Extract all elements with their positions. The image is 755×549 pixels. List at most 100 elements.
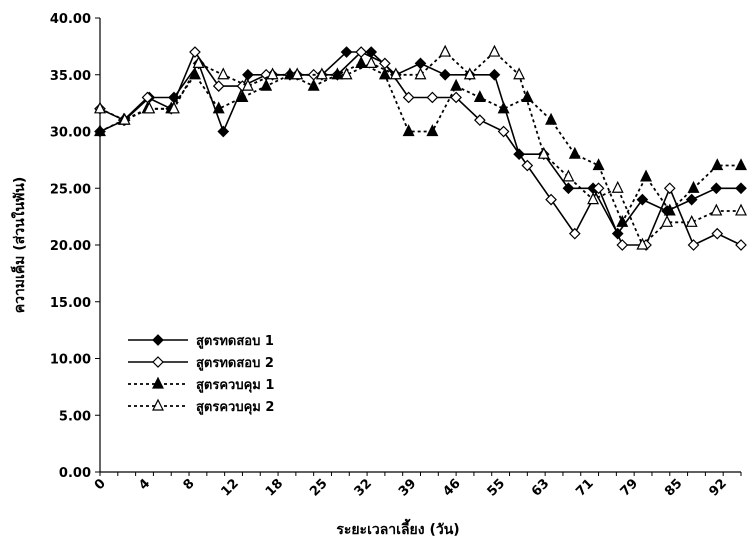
series-3-point [450, 78, 463, 91]
series-4-point [513, 67, 526, 80]
series-3-point [521, 90, 534, 103]
series-4-point [611, 180, 624, 193]
series-2-point [711, 227, 724, 240]
series-3-point [378, 67, 391, 80]
series-2-point [687, 239, 700, 251]
x-tick-label: 85 [662, 476, 685, 499]
series-1-point [414, 57, 427, 70]
series-1-point [242, 68, 254, 81]
x-tick-label: 39 [396, 476, 419, 499]
series-4-point [661, 214, 674, 227]
series-4-point [414, 67, 427, 80]
series-3-point [331, 67, 344, 80]
series-4-point [94, 101, 106, 114]
series-4-point [488, 44, 501, 57]
y-tick-label: 20.00 [50, 239, 91, 254]
series-3-point [94, 124, 106, 137]
y-tick-label: 40.00 [50, 12, 91, 27]
series-3-point [212, 101, 225, 114]
series-4-point [389, 67, 402, 80]
series-4-point [710, 203, 723, 216]
series-3-point [236, 90, 249, 103]
x-tick-label: 92 [706, 476, 729, 499]
legend-label: สูตรควบคุม 2 [196, 400, 274, 415]
series-2-point [521, 159, 534, 172]
legend-swatch-marker [152, 376, 164, 389]
series-4-point [143, 101, 156, 114]
x-axis-ticks: 0 4 8 12 18 25 32 39 46 55 63 71 79 85 92 [92, 472, 742, 500]
y-axis-title: ความเค็ม (ส่วนในพัน) [10, 177, 28, 314]
series-4-point [340, 67, 353, 80]
series-3-point [260, 78, 273, 91]
series-2-point [497, 125, 510, 138]
series-1-point [735, 182, 747, 195]
series-3-point [711, 158, 724, 171]
series-1-point [562, 182, 575, 195]
x-tick-label: 63 [529, 476, 552, 499]
legend-label: สูตรทดสอบ 2 [196, 356, 274, 371]
series-4-point [463, 67, 476, 80]
series-4-point [291, 67, 304, 80]
legend-label: สูตรทดสอบ 1 [196, 334, 274, 349]
y-tick-label: 30.00 [50, 126, 91, 141]
series-2-point [212, 80, 225, 92]
series-2-point [426, 91, 439, 104]
x-tick-label: 18 [263, 476, 286, 499]
x-tick-label: 25 [307, 476, 330, 499]
series-4-point [735, 203, 747, 216]
series-1-point [217, 125, 230, 138]
y-tick-label: 35.00 [50, 69, 91, 84]
series-4-point [167, 101, 180, 114]
x-tick-label: 32 [352, 476, 375, 499]
series-1-point [488, 68, 501, 81]
series-3-point [283, 67, 296, 80]
series-layer [94, 44, 747, 251]
series-4-point [587, 192, 600, 205]
x-tick-label: 79 [618, 476, 641, 499]
series-3-point [687, 180, 700, 193]
x-tick-label: 4 [136, 476, 153, 493]
series-3-line [99, 62, 741, 225]
series-3 [94, 56, 747, 227]
y-tick-label: 5.00 [59, 409, 91, 424]
series-4-point [118, 112, 131, 125]
series-4-point [266, 67, 279, 80]
y-tick-label: 15.00 [50, 296, 91, 311]
series-1-point [636, 193, 649, 206]
x-tick-label: 46 [440, 476, 463, 499]
x-axis-title: ระยะเวลาเลี้ยง (วัน) [336, 518, 459, 538]
series-3-point [402, 124, 415, 137]
x-tick-label: 0 [92, 476, 109, 493]
series-3-point [473, 90, 486, 103]
legend-swatch-marker [152, 334, 164, 346]
series-3-point [307, 78, 320, 91]
series-2-point [450, 91, 462, 104]
series-3-point [592, 158, 605, 171]
series-4-point [365, 56, 378, 69]
series-4 [94, 44, 747, 250]
x-tick-label: 12 [218, 476, 241, 499]
y-axis-ticks: 0.00 5.00 10.00 15.00 20.00 25.00 30.00 35.00 40… [50, 12, 100, 481]
x-tick-label: 8 [181, 476, 198, 493]
legend: สูตรทดสอบ 1 สูตรทดสอบ 2 สูตรควบคุม 1 สูตรคว… [128, 334, 274, 415]
series-4-point [217, 67, 230, 80]
series-4-point [562, 169, 575, 182]
series-3-point [497, 101, 510, 114]
series-4-point [241, 78, 254, 91]
series-4-line [99, 50, 741, 247]
series-1-point [710, 182, 723, 195]
series-3-point [426, 124, 439, 137]
series-2-point [735, 239, 747, 251]
y-tick-label: 0.00 [59, 466, 91, 481]
series-1-point [340, 46, 353, 58]
series-1-point [685, 193, 698, 206]
series-4-point [192, 56, 205, 69]
y-tick-label: 25.00 [50, 182, 91, 197]
series-3-point [545, 112, 558, 125]
legend-swatch-marker [152, 356, 164, 368]
series-1-point [439, 68, 452, 81]
legend-swatch-marker [152, 398, 164, 411]
y-tick-label: 10.00 [50, 353, 91, 368]
series-2-point [189, 46, 201, 58]
